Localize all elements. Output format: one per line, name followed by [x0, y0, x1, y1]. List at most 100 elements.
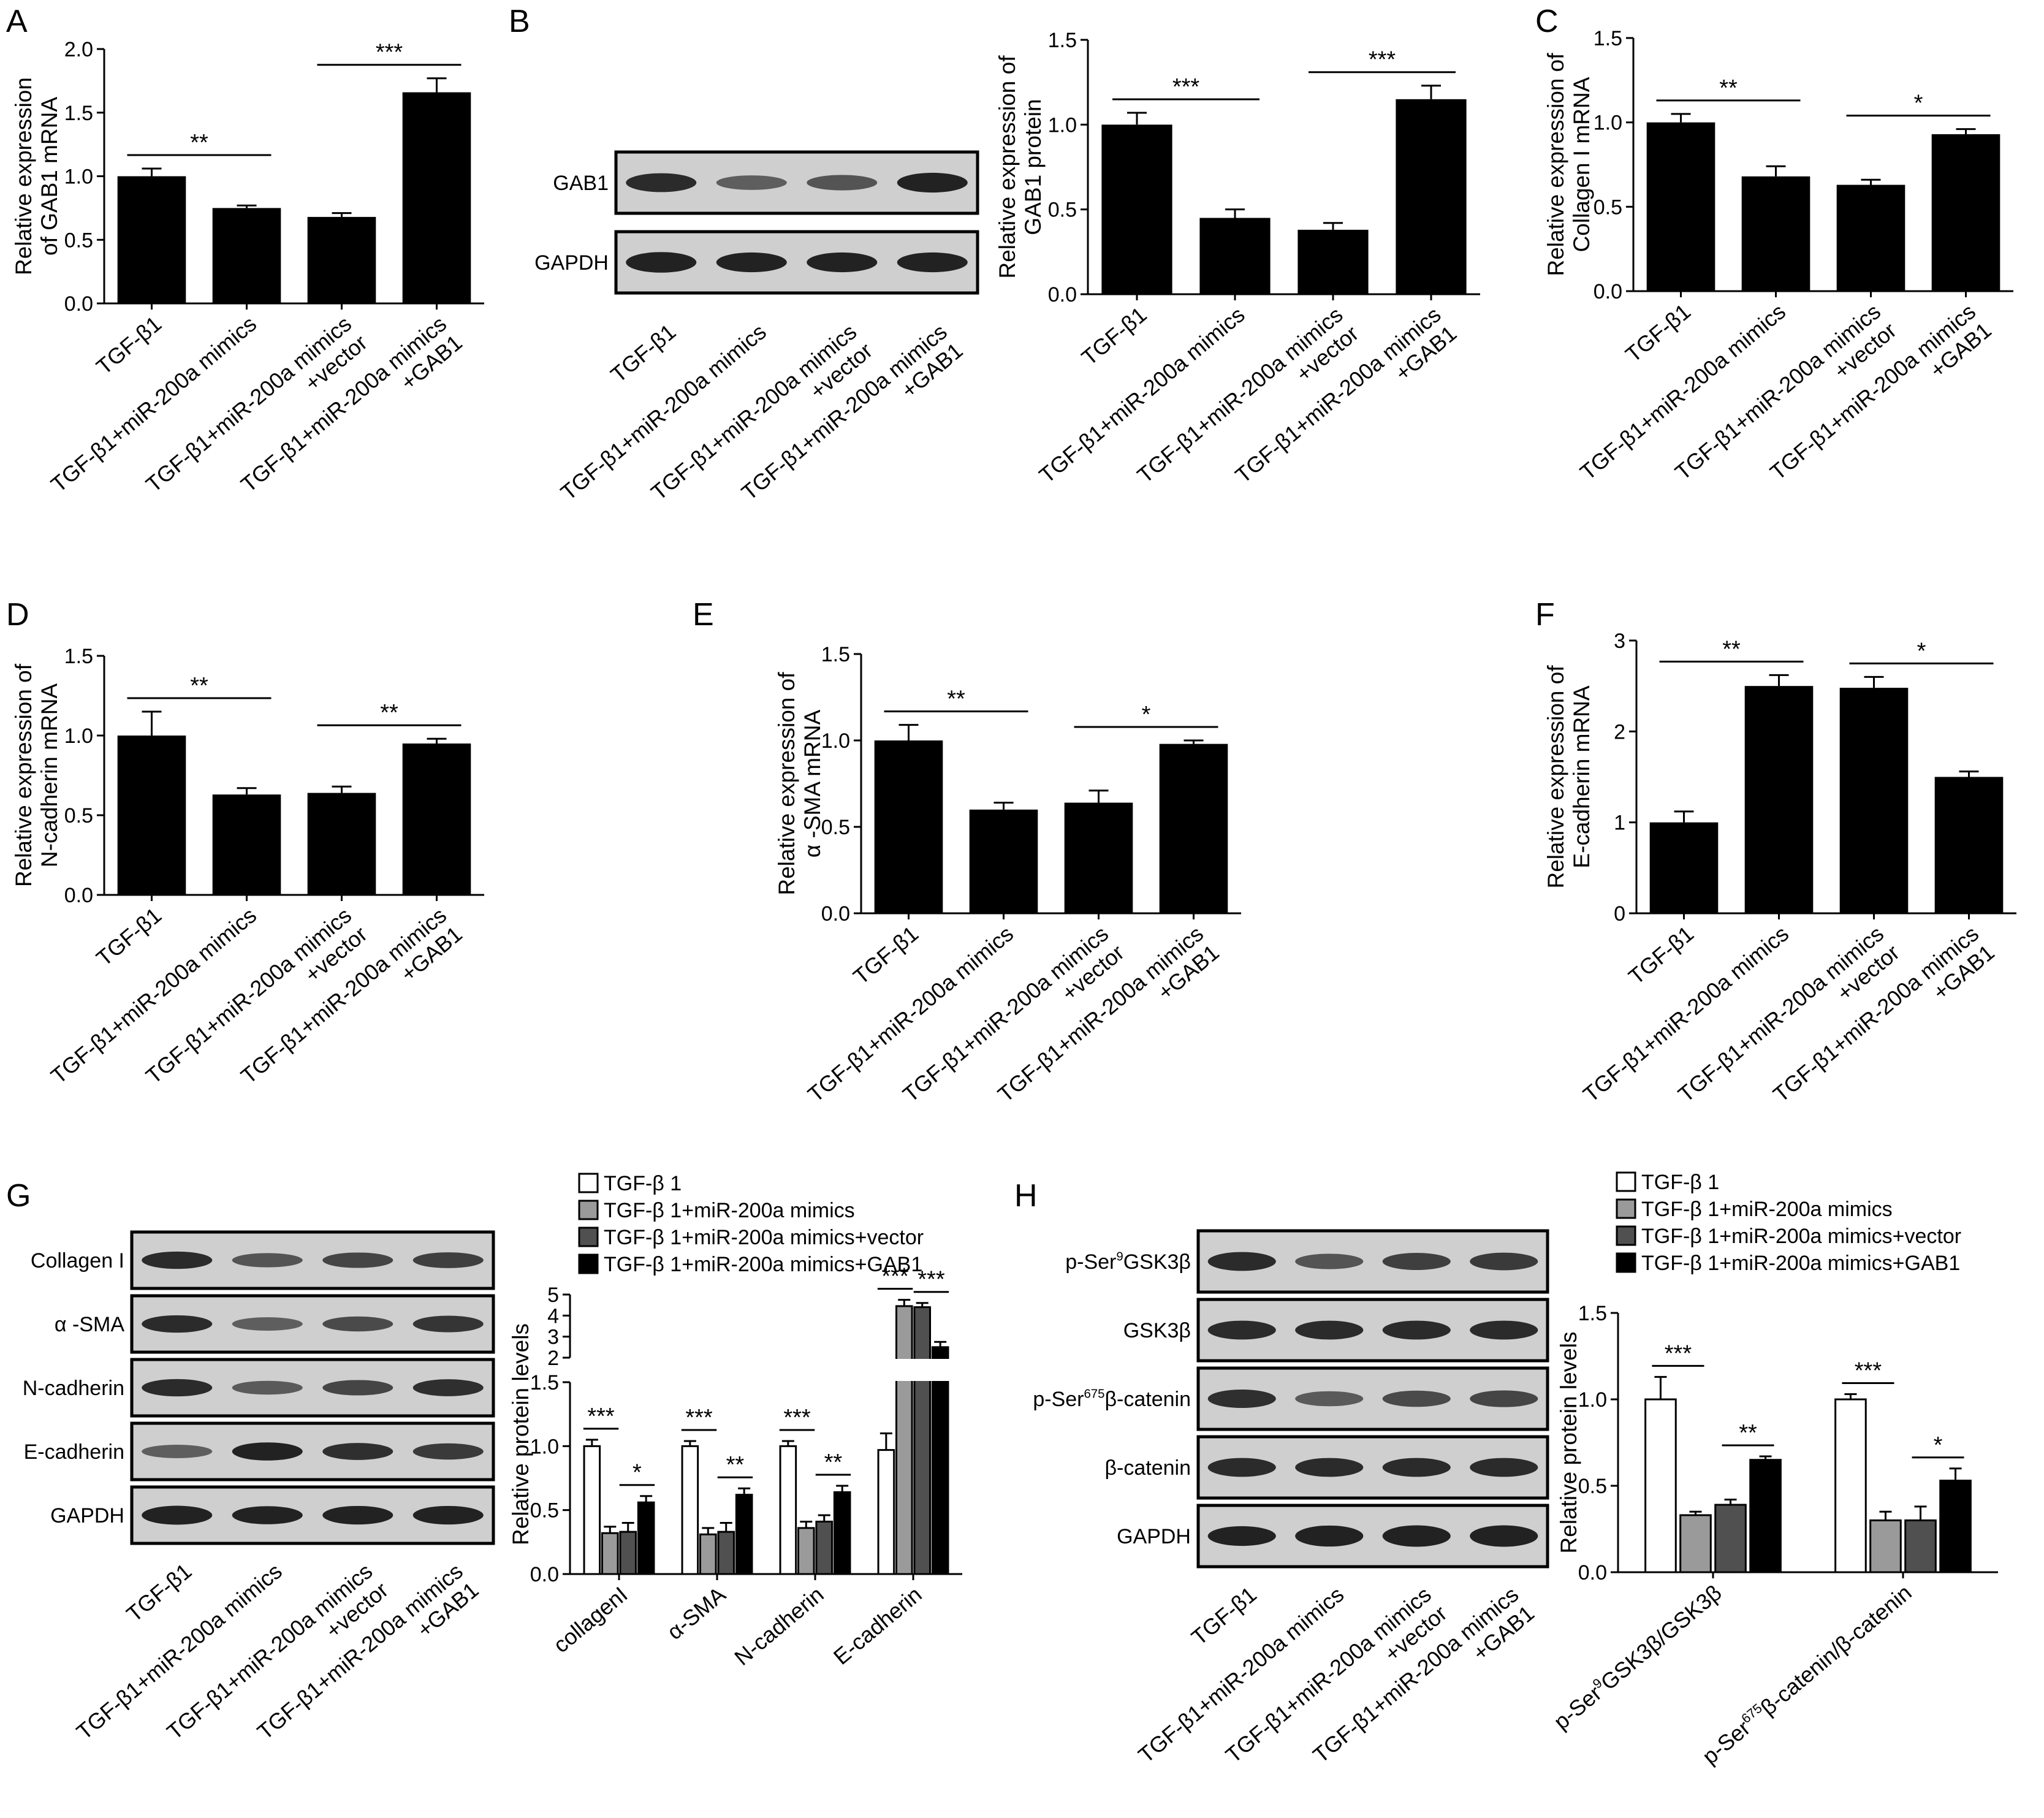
panel-c-y-tick-label: 1.5: [1594, 27, 1622, 50]
panel-g-blot-label: GAPDH: [50, 1504, 124, 1527]
panel-e-y-title: Relative expression of α -SMA mRNA: [774, 672, 825, 896]
panel-a-y-title: Relative expression of GAB1 mRNA: [11, 77, 62, 275]
panel-g-bar: [895, 1305, 913, 1575]
panel-g-legend-swatch: [578, 1253, 599, 1274]
panel-e-y-title-line: α -SMA mRNA: [800, 710, 825, 858]
panel-b-blot-band: [716, 252, 787, 273]
panel-g-legend-label: TGF-β 1: [604, 1172, 682, 1195]
panel-e-y-tick-label: 1.0: [821, 729, 850, 753]
panel-g-bar: [833, 1491, 851, 1575]
panel-h-blot-band: [1382, 1253, 1451, 1270]
panel-h-y-tick-label: 0.5: [1578, 1475, 1607, 1498]
panel-f-y-tick-label: 3: [1614, 629, 1625, 653]
panel-h-blot-label: β-catenin: [1104, 1456, 1191, 1480]
panel-c-y-title-line: Relative expression of: [1543, 53, 1568, 276]
panel-g-bar: [735, 1494, 753, 1575]
panel-g-bar: [931, 1346, 949, 1575]
panel-h-blot-band: [1295, 1391, 1364, 1407]
panel-g-category-label-line: α-SMA: [662, 1581, 730, 1645]
panel-h-y-tick-label: 1.5: [1578, 1302, 1607, 1325]
panel-g-blot-band: [142, 1379, 213, 1397]
panel-a-y-tick-label: 2.0: [64, 38, 93, 61]
panel-h-y-title-line: Relative protein levels: [1556, 1332, 1581, 1554]
panel-b-blot-band: [807, 175, 878, 191]
panel-g-blot-band: [232, 1317, 303, 1331]
panel-g-axis-break: [561, 1359, 966, 1381]
panel-e-y-tick-label: 1.5: [821, 643, 850, 666]
panel-h-blot-band: [1470, 1252, 1538, 1271]
panel-c-bar: [1931, 134, 2000, 291]
panel-h-lane-label-line: TGF-β1: [1187, 1581, 1261, 1650]
panel-g-blot-band: [232, 1506, 303, 1524]
panel-h-category-label: p-Ser9GSK3β/GSK3β: [1549, 1580, 1727, 1734]
panel-g-blot-label: Collagen I: [31, 1249, 124, 1272]
panel-b-category-label-line: TGF-β1: [1077, 302, 1152, 370]
panel-g-sig-label: ***: [685, 1405, 713, 1431]
panel-a-y-title-line: Relative expression: [11, 77, 36, 275]
panel-h-category-label-line: p-Ser675β-catenin/β-catenin: [1697, 1579, 1917, 1769]
panel-d-category-label: TGF-β1: [91, 902, 166, 971]
panel-b-blot-label: GAPDH: [534, 251, 609, 275]
panel-f-sig-label: **: [1722, 636, 1741, 662]
panel-g-y-tick-label: 4: [547, 1304, 559, 1328]
panel-c-y-title: Relative expression of Collagen I mRNA: [1543, 53, 1594, 276]
panel-b-blot-band: [626, 252, 697, 273]
panel-c-sig-label: *: [1914, 91, 1923, 116]
panel-a-bar: [307, 216, 376, 303]
panel-h-blot-band: [1382, 1458, 1451, 1477]
panel-b-bar: [1396, 99, 1467, 295]
panel-h-legend-swatch: [1616, 1198, 1636, 1219]
panel-label-d: D: [6, 597, 29, 633]
panel-h-blot-label: GSK3β: [1123, 1319, 1191, 1342]
panel-h-sig-label: *: [1934, 1432, 1943, 1458]
panel-g-legend-swatch: [578, 1200, 599, 1220]
panel-f-bar: [1934, 777, 2004, 913]
panel-g-category-label-line: collagenI: [549, 1581, 633, 1657]
panel-f-bar: [1744, 686, 1814, 913]
panel-a-sig-label: ***: [376, 40, 403, 66]
panel-g-y-tick-label: 1.5: [530, 1371, 559, 1394]
panel-label-h: H: [1014, 1178, 1038, 1214]
panel-b-blot-band: [626, 173, 697, 192]
panel-label-b: B: [509, 4, 530, 39]
panel-g-y-tick-label: 2: [547, 1347, 559, 1370]
panel-g-y-title-line: Relative protein levels: [508, 1323, 533, 1545]
panel-g-y-tick-label: 3: [547, 1326, 559, 1349]
panel-g-blot-band: [232, 1442, 303, 1461]
panel-h-blot-band: [1295, 1253, 1364, 1269]
panel-e-y-tick-label: 0.5: [821, 816, 850, 839]
panel-g-blot-band: [322, 1505, 393, 1525]
panel-f-y-title-line: E-cadherin mRNA: [1569, 685, 1594, 868]
panel-h-category-label: p-Ser675β-catenin/β-catenin: [1697, 1579, 1917, 1769]
panel-h-bar: [1714, 1504, 1747, 1573]
panel-f-y-tick-label: 1: [1614, 812, 1625, 835]
panel-e-bar: [969, 809, 1038, 913]
panel-h-blot-band: [1207, 1320, 1276, 1340]
panel-g-y-tick-label: 5: [547, 1284, 559, 1307]
panel-g-blot-label: α -SMA: [55, 1313, 124, 1336]
panel-label-e: E: [693, 597, 714, 633]
panel-b-blot-band: [716, 175, 787, 190]
panel-c-bar: [1646, 122, 1715, 291]
panel-g-blot-band: [322, 1380, 393, 1396]
panel-a-sig-label: **: [190, 130, 208, 156]
panel-c-category-label-line: TGF-β1: [1620, 299, 1695, 367]
panel-a-y-tick-label: 0.5: [64, 229, 93, 252]
panel-g-sig-label: **: [726, 1452, 745, 1478]
panel-h-blot-band: [1382, 1320, 1451, 1340]
panel-e-bar: [1064, 802, 1133, 913]
panel-b-blot-band: [897, 172, 968, 193]
panel-b-y-tick-label: 0.5: [1048, 199, 1077, 222]
panel-h-bar: [1749, 1459, 1782, 1573]
panel-e-y-tick-label: 0.0: [821, 902, 850, 926]
panel-g-category-label: α-SMA: [662, 1581, 730, 1645]
panel-a-category-label: TGF-β1: [91, 311, 166, 379]
panel-h-legend-label: TGF-β 1: [1641, 1171, 1719, 1194]
panel-h-legend-label: TGF-β 1+miR-200a mimics: [1641, 1198, 1893, 1221]
panel-d-sig-label: **: [380, 700, 398, 726]
panel-a-bar: [402, 92, 471, 304]
panel-e-bar: [874, 740, 943, 913]
panel-g-bar: [815, 1520, 834, 1575]
panel-b-bar: [1101, 124, 1172, 295]
panel-g-legend-swatch: [578, 1173, 599, 1193]
